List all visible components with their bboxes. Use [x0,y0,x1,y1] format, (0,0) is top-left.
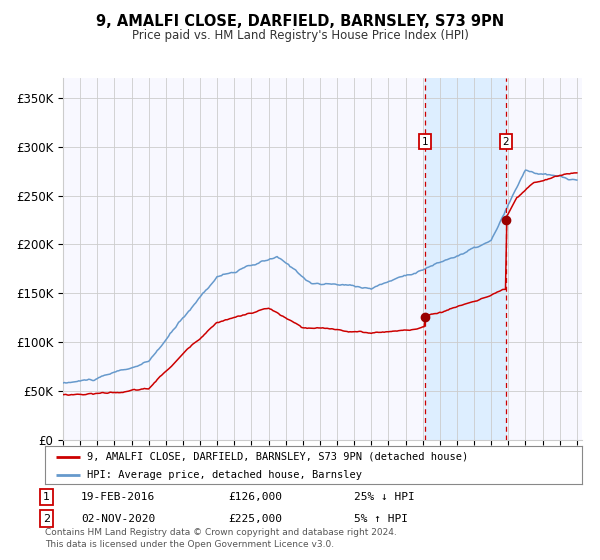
Text: 9, AMALFI CLOSE, DARFIELD, BARNSLEY, S73 9PN: 9, AMALFI CLOSE, DARFIELD, BARNSLEY, S73… [96,14,504,29]
Text: 1: 1 [421,137,428,147]
Text: 9, AMALFI CLOSE, DARFIELD, BARNSLEY, S73 9PN (detached house): 9, AMALFI CLOSE, DARFIELD, BARNSLEY, S73… [87,451,468,461]
Text: 1: 1 [43,492,50,502]
Bar [425,78,506,440]
Text: 2: 2 [43,514,50,524]
Text: £225,000: £225,000 [228,514,282,524]
Text: 5% ↑ HPI: 5% ↑ HPI [354,514,408,524]
Text: Price paid vs. HM Land Registry's House Price Index (HPI): Price paid vs. HM Land Registry's House … [131,29,469,42]
Text: HPI: Average price, detached house, Barnsley: HPI: Average price, detached house, Barn… [87,470,362,480]
Text: 25% ↓ HPI: 25% ↓ HPI [354,492,415,502]
Text: 19-FEB-2016: 19-FEB-2016 [81,492,155,502]
Text: 2: 2 [502,137,509,147]
Text: £126,000: £126,000 [228,492,282,502]
Text: 02-NOV-2020: 02-NOV-2020 [81,514,155,524]
Text: Contains HM Land Registry data © Crown copyright and database right 2024.
This d: Contains HM Land Registry data © Crown c… [45,528,397,549]
